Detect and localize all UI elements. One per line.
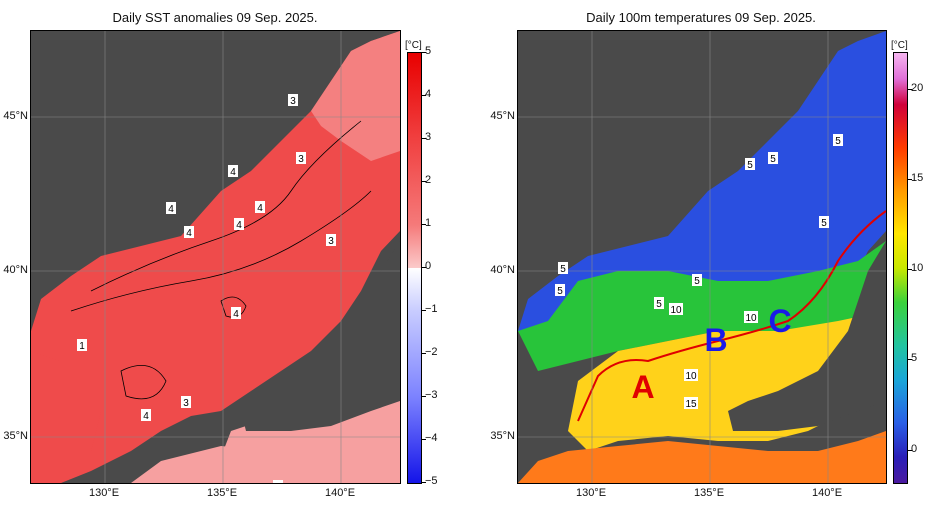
- colorbar-tick-label: 2: [425, 174, 432, 186]
- contour-label: 4: [186, 228, 192, 239]
- colorbar-tick-mark: [422, 310, 426, 311]
- right-colorbar-unit: [°C]: [891, 40, 908, 51]
- contour-labels: 3 3 4 3 4 4 4 3 4 4 3 4 2 1: [77, 94, 336, 483]
- light-anomaly-north: [311, 31, 400, 161]
- left-map-title: Daily SST anomalies 09 Sep. 2025.: [112, 10, 318, 25]
- lon-label-130e-right: 130°E: [575, 487, 607, 499]
- contour-label: 15: [685, 399, 697, 410]
- contour-label: 10: [685, 371, 697, 382]
- sea-south: [131, 446, 400, 483]
- lat-label-35n-right: 35°N: [490, 430, 515, 442]
- colorbar-tick-mark: [422, 353, 426, 354]
- temp-colorbar: [893, 52, 908, 484]
- region-label-c: C: [768, 303, 791, 339]
- lat-label-45n: 45°N: [3, 110, 28, 122]
- contour-label: 3: [298, 154, 304, 165]
- sea-hot: [518, 431, 886, 483]
- lat-label-40n: 40°N: [3, 264, 28, 276]
- colorbar-tick-label: 5: [425, 45, 432, 57]
- contour-label: 5: [821, 218, 827, 229]
- colorbar-tick-label: −1: [425, 303, 438, 315]
- colorbar-tick-mark: [908, 269, 912, 271]
- colorbar-tick-mark: [422, 95, 426, 96]
- colorbar-tick-label: −3: [425, 389, 438, 401]
- colorbar-tick-label: 0: [425, 260, 432, 272]
- colorbar-tick-mark: [422, 267, 426, 268]
- colorbar-tick-mark: [422, 181, 426, 182]
- lon-label-130e: 130°E: [88, 487, 120, 499]
- contour-label: 4: [233, 309, 239, 320]
- lon-label-135e-right: 135°E: [693, 487, 725, 499]
- lat-label-35n: 35°N: [3, 430, 28, 442]
- lat-label-40n-right: 40°N: [490, 264, 515, 276]
- colorbar-tick-label: −5: [425, 475, 438, 487]
- colorbar-tick-label: 0: [911, 442, 918, 455]
- colorbar-tick-mark: [422, 396, 426, 397]
- colorbar-tick-mark: [422, 138, 426, 139]
- colorbar-tick-mark: [422, 439, 426, 440]
- colorbar-tick-label: 5: [911, 352, 918, 365]
- colorbar-tick-mark: [908, 359, 912, 361]
- contour-label: 4: [257, 203, 263, 214]
- colorbar-tick-label: 3: [425, 131, 432, 143]
- region-label-b: B: [704, 322, 727, 358]
- sst-anomaly-map: 3 3 4 3 4 4 4 3 4 4 3 4 2 1: [30, 30, 401, 484]
- contour-label: 5: [835, 136, 841, 147]
- contour-label: 5: [656, 299, 662, 310]
- contour-label: 3: [290, 96, 296, 107]
- contour-labels: 5 5 5 5 5 5 5 5 10 10 10 15: [555, 134, 843, 410]
- contour-line: [90, 120, 362, 292]
- colorbar-tick-label: −4: [425, 432, 438, 444]
- sst-anomaly-map-svg: 3 3 4 3 4 4 4 3 4 4 3 4 2 1: [31, 31, 400, 483]
- right-map-title: Daily 100m temperatures 09 Sep. 2025.: [586, 10, 816, 25]
- contour-label: 10: [670, 305, 682, 316]
- colorbar-tick-label: 20: [911, 81, 924, 94]
- front-line: [577, 210, 886, 422]
- contour-label: 5: [557, 286, 563, 297]
- temp-100m-map: 5 5 5 5 5 5 5 5 10 10 10 15 A B C: [517, 30, 887, 484]
- contour-label: 1: [79, 341, 85, 352]
- colorbar-tick-label: 1: [425, 217, 432, 229]
- land-korea: [31, 351, 101, 483]
- colorbar-tick-mark: [422, 224, 426, 225]
- contour-label: 10: [745, 313, 757, 324]
- contour-label: 5: [560, 264, 566, 275]
- lon-label-135e: 135°E: [206, 487, 238, 499]
- contour-label: 3: [328, 236, 334, 247]
- contour-line: [120, 364, 167, 400]
- lat-lon-grid: [31, 31, 400, 483]
- colorbar-tick-label: 4: [425, 88, 432, 100]
- lon-label-140e: 140°E: [324, 487, 356, 499]
- colorbar-tick-mark: [908, 449, 912, 451]
- lon-label-140e-right: 140°E: [811, 487, 843, 499]
- contour-label: 5: [694, 276, 700, 287]
- contour-label: 4: [230, 167, 236, 178]
- contour-line: [70, 190, 372, 312]
- colorbar-tick-mark: [908, 178, 912, 180]
- contour-label: 2: [275, 482, 281, 483]
- contour-label: 4: [143, 411, 149, 422]
- contour-label: 4: [168, 204, 174, 215]
- temp-100m-map-svg: 5 5 5 5 5 5 5 5 10 10 10 15 A B C: [518, 31, 886, 483]
- contour-label: 5: [747, 160, 753, 171]
- contour-label: 4: [236, 220, 242, 231]
- contour-label: 3: [183, 398, 189, 409]
- colorbar-tick-mark: [422, 52, 426, 53]
- sea-mid: [518, 241, 886, 371]
- japan-honshu: [728, 241, 886, 431]
- left-colorbar-unit: [°C]: [405, 40, 422, 51]
- lat-lon-grid: [518, 31, 886, 483]
- colorbar-tick-mark: [422, 482, 426, 483]
- region-label-a: A: [631, 369, 654, 405]
- colorbar-tick-label: −2: [425, 346, 438, 358]
- sst-anomaly-colorbar: [407, 52, 422, 484]
- colorbar-tick-label: 10: [911, 262, 924, 275]
- lat-label-45n-right: 45°N: [490, 110, 515, 122]
- contour-label: 5: [770, 154, 776, 165]
- colorbar-tick-mark: [908, 88, 912, 90]
- colorbar-tick-label: 15: [911, 171, 924, 184]
- japan-honshu: [241, 241, 400, 431]
